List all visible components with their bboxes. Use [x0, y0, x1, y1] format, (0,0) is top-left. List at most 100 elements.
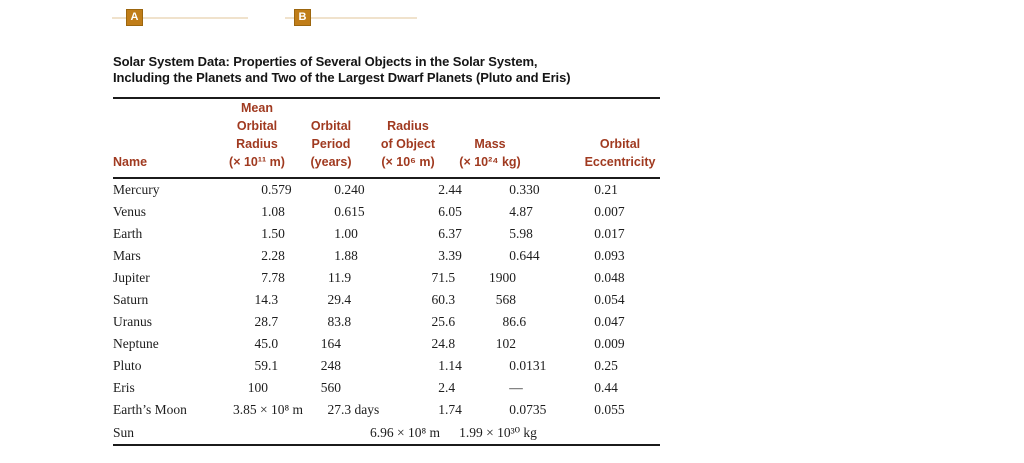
table-row: Uranus 28.7 83.8 25.6 86.6 0.047 [113, 311, 660, 333]
marker-b-line [285, 17, 417, 19]
table-cell: 1.08 [261, 203, 285, 219]
table-cell: 0.330 [509, 181, 540, 197]
table-cell: 6.96 × 10⁸ m [369, 424, 441, 440]
table-cell: 29.4 [327, 292, 352, 308]
table-cell: 0.25 [594, 358, 618, 374]
row-name: Mars [113, 247, 141, 263]
marker-a-handle[interactable]: A [126, 9, 143, 26]
table-cell: 0.21 [594, 181, 618, 197]
table-rule-bottom [113, 444, 660, 446]
table-cell: 28.7 [254, 314, 279, 330]
table-cell: 1.74 [438, 402, 462, 418]
marker-b: B [285, 0, 421, 30]
table-cell: 27.3 days [327, 402, 380, 418]
column-header-mean-orbital-radius: Mean Orbital Radius (× 10¹¹ m) [229, 101, 285, 169]
row-name: Mercury [113, 181, 160, 197]
table-row: Mercury 0.579 0.240 2.44 0.330 0.21 [113, 179, 660, 201]
table-cell: 45.0 [254, 336, 279, 352]
table-cell: 0.007 [594, 203, 625, 219]
table-cell: 14.3 [254, 292, 279, 308]
table-cell: 0.615 [334, 203, 365, 219]
row-name: Eris [113, 380, 135, 396]
table-cell: 0.047 [594, 314, 625, 330]
row-name: Earth’s Moon [113, 402, 187, 418]
table-cell: 7.78 [261, 269, 285, 285]
row-name: Saturn [113, 292, 149, 308]
solar-system-table: Name Mean Orbital Radius (× 10¹¹ m) Orbi… [113, 97, 660, 449]
marker-b-label: B [298, 11, 307, 23]
table-cell: 1.99 × 10³⁰ kg [459, 424, 537, 440]
table-cell: 100 [247, 380, 268, 396]
table-cell: 4.87 [509, 203, 533, 219]
table-body: Mercury 0.579 0.240 2.44 0.330 0.21 Venus 1.08 0… [113, 179, 660, 444]
table-cell: 1.88 [334, 247, 358, 263]
table-cell: 2.4 [438, 380, 456, 396]
row-name: Venus [113, 203, 146, 219]
table-cell: 0.017 [594, 225, 625, 241]
table-cell: 59.1 [254, 358, 279, 374]
table-cell: 2.44 [438, 181, 462, 197]
table-cell: 0.054 [594, 292, 625, 308]
table-cell: 71.5 [431, 269, 456, 285]
marker-a-line [112, 17, 248, 19]
row-name: Uranus [113, 314, 152, 330]
column-header-name: Name [113, 155, 148, 169]
table-header-row: Name Mean Orbital Radius (× 10¹¹ m) Orbi… [113, 97, 660, 177]
column-header-orbital-period: Orbital Period (years) [310, 119, 352, 169]
row-name: Jupiter [113, 269, 150, 285]
table-cell: 11.9 [328, 269, 352, 285]
column-header-mass: Mass (× 10²⁴ kg) [459, 137, 521, 169]
marker-b-handle[interactable]: B [294, 9, 311, 26]
table-cell: 0.093 [594, 247, 625, 263]
column-header-radius-of-object: Radius of Object (× 10⁶ m) [380, 119, 436, 169]
table-cell: 1.00 [334, 225, 358, 241]
table-cell: 164 [320, 336, 341, 352]
table-cell: — [509, 380, 523, 396]
table-cell: 560 [320, 380, 341, 396]
row-name: Earth [113, 225, 143, 241]
table-row: Mars 2.28 1.88 3.39 0.644 0.093 [113, 245, 660, 267]
marker-a-label: A [130, 11, 139, 23]
table-rule-header-bottom [113, 177, 660, 179]
table-cell: 0.009 [594, 336, 625, 352]
table-cell: 3.85 × 10⁸ m [232, 402, 304, 418]
table-cell: 0.0735 [509, 402, 547, 418]
table-cell: 2.28 [261, 247, 285, 263]
table-cell: 0.240 [334, 181, 365, 197]
table-row: Jupiter 7.78 11.9 71.5 1900 0.048 [113, 267, 660, 289]
row-name: Sun [113, 424, 135, 440]
table-title: Solar System Data: Properties of Several… [113, 54, 571, 85]
table-cell: 0.055 [594, 402, 625, 418]
table-cell: 102 [495, 336, 516, 352]
table-cell: 83.8 [327, 314, 352, 330]
row-name: Pluto [113, 358, 142, 374]
table-cell: 0.579 [261, 181, 292, 197]
marker-a: A [112, 0, 252, 30]
table-cell: 3.39 [438, 247, 462, 263]
table-row: Earth 1.50 1.00 6.37 5.98 0.017 [113, 223, 660, 245]
table-cell: 25.6 [431, 314, 456, 330]
table-cell [531, 422, 671, 444]
table-cell: 60.3 [431, 292, 456, 308]
table-cell: 5.98 [509, 225, 533, 241]
table-cell: 1900 [489, 269, 516, 285]
table-cell: 1.14 [438, 358, 462, 374]
column-header-orbital-eccentricity: Orbital Eccentricity [584, 137, 656, 169]
table-rule-top [113, 97, 660, 99]
table-row: Neptune 45.0 164 24.8 102 0.009 [113, 333, 660, 355]
table-cell: 6.05 [438, 203, 462, 219]
table-cell: 0.048 [594, 269, 625, 285]
table-row: Saturn 14.3 29.4 60.3 568 0.054 [113, 289, 660, 311]
table-cell: 24.8 [431, 336, 456, 352]
table-cell: 248 [320, 358, 341, 374]
table-cell: 86.6 [502, 314, 527, 330]
table-row: Eris 100 560 2.4 — 0.44 [113, 377, 660, 399]
row-name: Neptune [113, 336, 159, 352]
table-row: Pluto 59.1 248 1.14 0.0131 0.25 [113, 355, 660, 377]
table-cell: 0.0131 [509, 358, 547, 374]
table-row: Venus 1.08 0.615 6.05 4.87 0.007 [113, 201, 660, 223]
table-row: Sun 6.96 × 10⁸ m 1.99 × 10³⁰ kg [113, 422, 660, 444]
table-cell: 1.50 [261, 225, 285, 241]
table-row: Earth’s Moon 3.85 × 10⁸ m 27.3 days 1.74 0.0… [113, 399, 660, 421]
